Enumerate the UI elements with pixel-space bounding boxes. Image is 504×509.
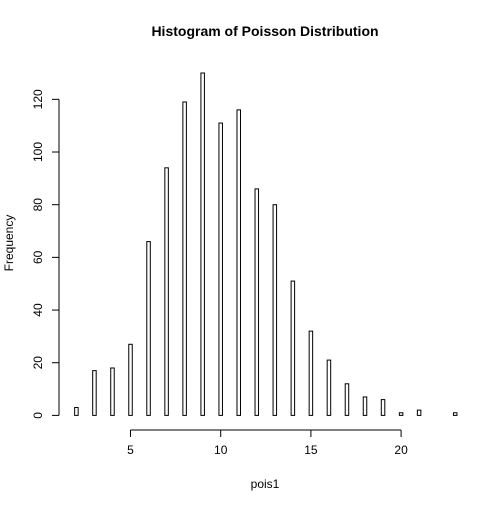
bars-group — [74, 72, 458, 416]
histogram-bar — [254, 188, 260, 416]
histogram-bar — [110, 367, 115, 416]
histogram-bar — [164, 167, 169, 416]
y-axis-label: Frequency — [2, 215, 16, 272]
y-tick-label: 80 — [31, 198, 45, 212]
histogram-bar — [272, 204, 278, 416]
y-tick-label: 100 — [31, 142, 45, 162]
x-tick-label: 15 — [304, 443, 318, 457]
y-tick-label: 40 — [31, 303, 45, 317]
y-tick-label: 0 — [31, 412, 45, 419]
histogram-bar — [92, 370, 97, 416]
histogram-bar — [362, 396, 368, 416]
y-axis: 0 20 40 60 80 100 120 — [31, 89, 60, 419]
histogram-bar — [218, 122, 223, 416]
x-tick-label: 20 — [394, 443, 408, 457]
histogram-bar — [326, 359, 332, 416]
y-tick-label: 120 — [31, 89, 45, 109]
histogram-bar — [290, 280, 296, 416]
chart-title: Histogram of Poisson Distribution — [151, 23, 378, 39]
histogram-bar — [380, 399, 386, 416]
x-tick-label: 5 — [127, 443, 134, 457]
y-tick-label: 20 — [31, 356, 45, 370]
histogram-bar — [236, 109, 241, 416]
histogram-bar — [308, 330, 314, 416]
histogram-bar — [200, 72, 205, 416]
histogram-bar — [182, 101, 187, 416]
histogram-bar — [128, 343, 133, 416]
y-tick-label: 60 — [31, 250, 45, 264]
x-axis-label: pois1 — [251, 477, 280, 491]
x-axis: 5 10 15 20 — [127, 429, 408, 457]
histogram-bar — [74, 407, 79, 416]
histogram-bar — [416, 409, 422, 416]
histogram-bar — [146, 241, 151, 416]
x-tick-label: 10 — [214, 443, 228, 457]
histogram-bar — [344, 383, 350, 416]
histogram-bar — [452, 412, 458, 416]
histogram-bar — [398, 412, 404, 416]
